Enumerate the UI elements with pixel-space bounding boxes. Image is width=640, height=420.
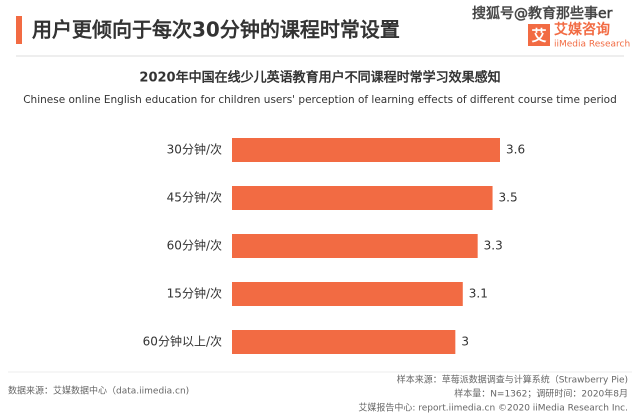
watermark: 搜狐号@教育那些事er — [472, 6, 613, 22]
value-label: 3.5 — [499, 191, 518, 205]
category-label: 60分钟以上/次 — [143, 334, 222, 349]
category-label: 30分钟/次 — [167, 142, 222, 157]
bar — [232, 234, 478, 258]
report-credit: 艾媒报告中心: report.iimedia.cn ©2020 iiMedia … — [358, 402, 628, 414]
logo-mark: 艾 — [531, 27, 546, 45]
value-label: 3.3 — [484, 239, 503, 253]
bar — [232, 330, 456, 354]
plot: 30分钟/次 3.6 45分钟/次 3.5 60分钟/次 3.3 15分钟/次 3.1 60分钟… — [143, 138, 525, 354]
chart-title: 2020年中国在线少儿英语教育用户不同课程时常学习效果感知 — [139, 70, 500, 86]
bar — [232, 282, 463, 306]
value-label: 3.1 — [469, 287, 488, 301]
category-label: 15分钟/次 — [167, 286, 222, 301]
logo-sub: iiMedia Research — [554, 40, 630, 50]
bar — [232, 186, 493, 210]
logo-name: 艾媒咨询 — [554, 21, 610, 38]
logo-icon — [528, 24, 550, 46]
value-label: 3.6 — [506, 143, 525, 157]
page-title: 用户更倾向于每次30分钟的课程时常设置 — [32, 18, 400, 42]
bar — [232, 138, 500, 162]
chart-subtitle: Chinese online English education for chi… — [23, 94, 617, 106]
title-accent — [16, 16, 22, 44]
category-label: 60分钟/次 — [167, 238, 222, 253]
source: 数据来源：艾媒数据中心（data.iimedia.cn) — [8, 385, 189, 397]
value-label: 3 — [461, 335, 469, 349]
sample-source: 样本来源：草莓派数据调查与计算系统（Strawberry Pie) — [397, 374, 628, 386]
sample-size: 样本量：N=1362；调研时间：2020年8月 — [454, 388, 628, 400]
category-label: 45分钟/次 — [167, 190, 222, 205]
